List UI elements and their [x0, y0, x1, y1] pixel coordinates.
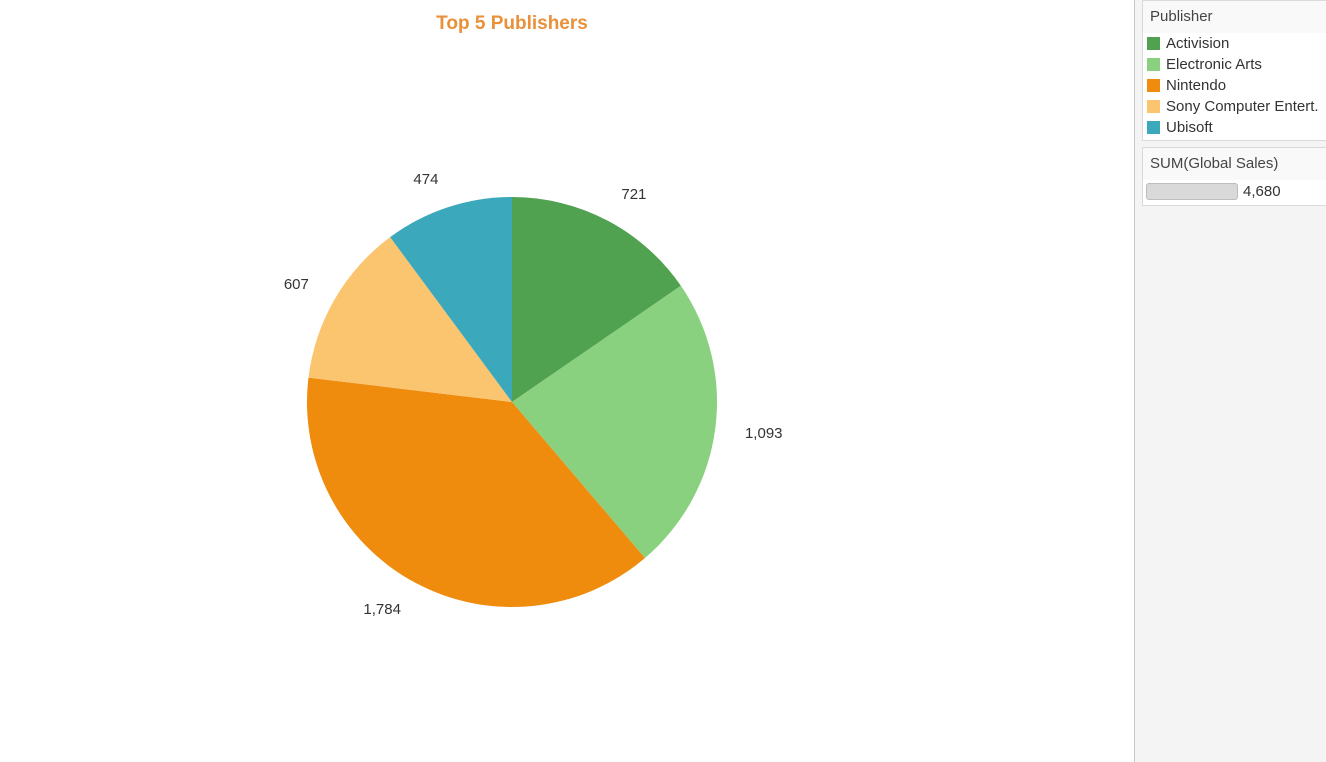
legend-title: Publisher — [1143, 1, 1326, 33]
legend-label: Sony Computer Entert. — [1166, 98, 1319, 115]
legend-item-ubisoft[interactable]: Ubisoft — [1143, 117, 1326, 138]
pie-data-label-ubisoft: 474 — [413, 171, 438, 188]
legend-label: Ubisoft — [1166, 119, 1213, 136]
legend-swatch — [1147, 79, 1160, 92]
legend-item-nintendo[interactable]: Nintendo — [1143, 75, 1326, 96]
size-legend-card: SUM(Global Sales) 4,680 — [1142, 147, 1326, 206]
legend-list: Activision Electronic Arts Nintendo Sony… — [1143, 33, 1326, 138]
legend-label: Activision — [1166, 35, 1230, 52]
legend-label: Electronic Arts — [1166, 56, 1262, 73]
legend-swatch — [1147, 58, 1160, 71]
size-legend-bar — [1146, 182, 1238, 200]
pie-data-label-sony-computer-entert: 607 — [284, 276, 309, 293]
color-legend-card: Publisher Activision Electronic Arts Nin… — [1142, 0, 1326, 141]
legend-item-sony[interactable]: Sony Computer Entert. — [1143, 96, 1326, 117]
legend-swatch — [1147, 37, 1160, 50]
pie-data-label-electronic-arts: 1,093 — [745, 425, 783, 442]
size-legend-title: SUM(Global Sales) — [1143, 148, 1326, 180]
pie-labels: 721 1,093 1,784 607 474 — [284, 171, 783, 618]
chart-area: Top 5 Publishers 721 1,093 1,784 607 474 — [0, 0, 1134, 762]
pie-data-label-nintendo: 1,784 — [363, 601, 401, 618]
pie-slice-ubisoft[interactable] — [390, 197, 512, 402]
pie-slice-nintendo[interactable] — [307, 377, 645, 607]
legend-label: Nintendo — [1166, 77, 1227, 94]
size-legend-row: 4,680 — [1143, 180, 1326, 202]
pie-data-label-activision: 721 — [621, 186, 646, 203]
legend-swatch — [1147, 121, 1160, 134]
pie-slice-electronic-arts[interactable] — [512, 285, 717, 559]
legend-item-activision[interactable]: Activision — [1143, 33, 1326, 54]
legend-swatch — [1147, 100, 1160, 113]
pie-slice-sony-computer-entert[interactable] — [308, 237, 512, 402]
pie-chart[interactable]: 721 1,093 1,784 607 474 — [0, 0, 1134, 762]
pie-slices — [307, 197, 717, 607]
legend-item-electronic-arts[interactable]: Electronic Arts — [1143, 54, 1326, 75]
chart-title: Top 5 Publishers — [436, 13, 588, 34]
size-legend-value: 4,680 — [1243, 182, 1281, 200]
side-panel: Publisher Activision Electronic Arts Nin… — [1134, 0, 1326, 762]
pie-slice-activision[interactable] — [512, 197, 681, 402]
